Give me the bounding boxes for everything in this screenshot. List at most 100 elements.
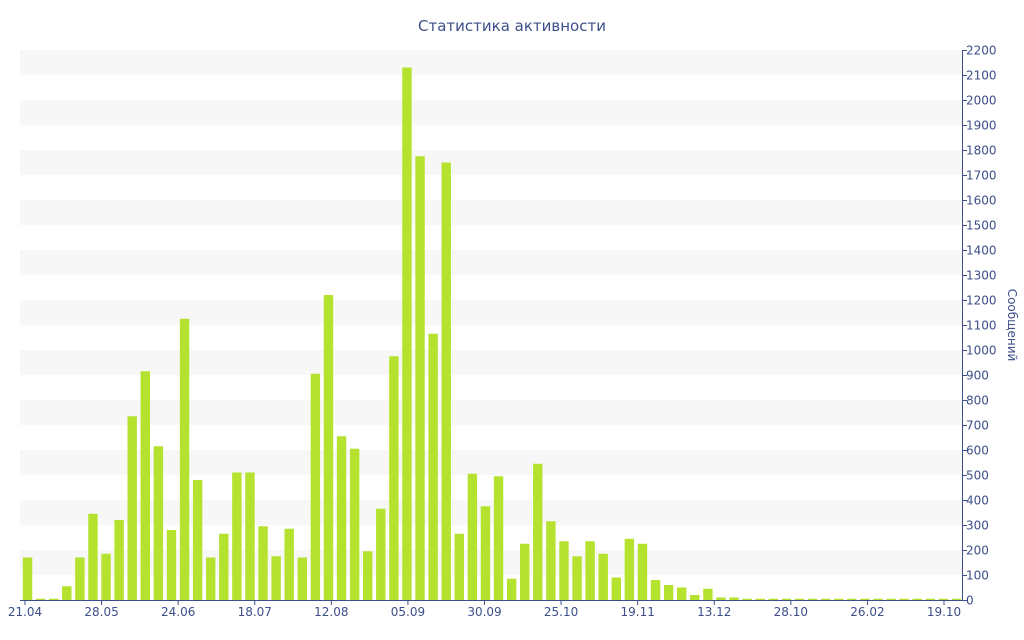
x-tick-label: 05.09 — [391, 605, 425, 619]
bar — [441, 162, 451, 600]
x-tick-label: 28.10 — [774, 605, 808, 619]
bar — [546, 521, 556, 600]
x-tick-label: 26.02 — [850, 605, 884, 619]
bar — [703, 588, 713, 600]
bar — [271, 556, 281, 600]
bar — [834, 598, 844, 600]
x-axis: 21.04 28.05 24.06 18.07 12.08 05.09 30.09 25.10… — [8, 600, 962, 619]
bar — [768, 598, 778, 600]
y-tick-label: 500 — [966, 469, 989, 483]
bar — [650, 580, 661, 600]
bar — [49, 598, 59, 600]
grid-band — [20, 250, 962, 275]
chart-title: Статистика активности — [418, 17, 606, 35]
bar — [925, 598, 935, 600]
bar — [22, 557, 33, 600]
bar — [677, 587, 687, 600]
bar — [598, 553, 608, 600]
bar — [847, 598, 857, 600]
grid-band — [20, 50, 962, 75]
bar — [114, 520, 124, 600]
bar — [742, 598, 752, 600]
bar — [520, 543, 530, 600]
grid-band — [20, 350, 962, 375]
y-tick-label: 1400 — [966, 244, 997, 258]
bar — [637, 543, 648, 600]
x-tick-label: 19.10 — [927, 605, 961, 619]
bar — [35, 598, 46, 600]
bar — [572, 556, 582, 600]
bar — [624, 538, 635, 600]
bar — [899, 598, 909, 600]
bar — [506, 578, 517, 600]
bar — [559, 541, 569, 600]
grid-band — [20, 550, 962, 575]
x-tick-label: 19.11 — [620, 605, 654, 619]
bar — [820, 598, 831, 600]
y-tick-label: 1000 — [966, 344, 997, 358]
y-tick-label: 2000 — [966, 94, 997, 108]
x-tick-label: 24.06 — [161, 605, 195, 619]
y-tick-label: 1100 — [966, 319, 997, 333]
bar — [88, 513, 98, 600]
bar — [951, 598, 962, 600]
bar — [297, 557, 307, 600]
bar — [886, 598, 896, 600]
x-tick-label: 28.05 — [84, 605, 118, 619]
y-tick-label: 700 — [966, 419, 989, 433]
bar — [873, 598, 883, 600]
x-tick-label: 12.08 — [314, 605, 348, 619]
bar — [192, 480, 203, 600]
bar — [794, 598, 805, 600]
bar — [428, 333, 438, 600]
y-axis: 0 100 200 300 400 500 600 700 800 900 1000 1100 1200… — [962, 44, 997, 608]
y-tick-label: 1700 — [966, 169, 997, 183]
bar — [480, 506, 491, 600]
bar — [323, 295, 334, 600]
bar — [585, 541, 595, 600]
bar — [454, 533, 464, 600]
bar — [938, 598, 949, 600]
grid-band — [20, 100, 962, 125]
y-tick-label: 1900 — [966, 119, 997, 133]
y-tick-label: 1600 — [966, 194, 997, 208]
bar — [376, 508, 386, 600]
bar — [206, 557, 216, 600]
bar — [663, 585, 674, 600]
bar — [389, 356, 399, 600]
bar — [219, 533, 229, 600]
bar — [402, 67, 412, 600]
bar — [232, 472, 242, 600]
bar — [179, 318, 190, 600]
x-tick-label: 21.04 — [8, 605, 42, 619]
y-tick-label: 1200 — [966, 294, 997, 308]
y-tick-label: 0 — [966, 594, 974, 608]
grid-band — [20, 500, 962, 525]
y-tick-label: 600 — [966, 444, 989, 458]
bar — [349, 448, 360, 600]
y-tick-label: 900 — [966, 369, 989, 383]
bar — [258, 526, 268, 600]
y-tick-label: 800 — [966, 394, 989, 408]
y-tick-label: 400 — [966, 494, 989, 508]
y-tick-label: 1500 — [966, 219, 997, 233]
bar — [860, 598, 870, 600]
x-tick-label: 25.10 — [544, 605, 578, 619]
bar — [912, 598, 922, 600]
bar — [755, 598, 765, 600]
bar — [101, 553, 111, 600]
bar — [310, 373, 321, 600]
y-tick-label: 1300 — [966, 269, 997, 283]
grid-band — [20, 450, 962, 475]
grid-bands — [20, 50, 962, 575]
grid-band — [20, 150, 962, 175]
bar-series — [22, 67, 962, 600]
grid-band — [20, 400, 962, 425]
y-tick-label: 100 — [966, 569, 989, 583]
bar — [611, 577, 621, 600]
bar — [245, 472, 255, 600]
bar — [62, 586, 72, 600]
y-tick-label: 1800 — [966, 144, 997, 158]
